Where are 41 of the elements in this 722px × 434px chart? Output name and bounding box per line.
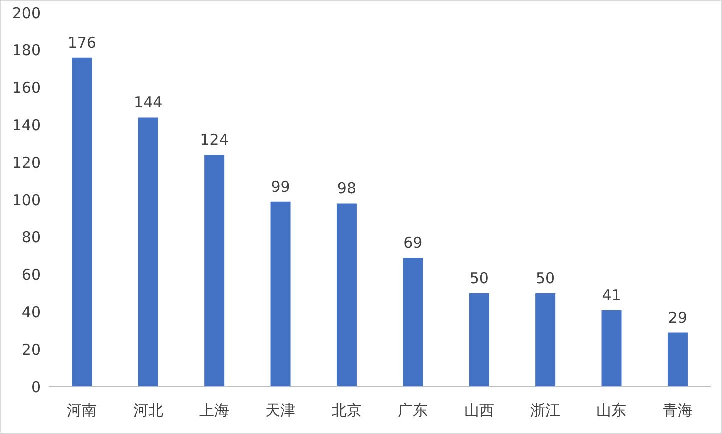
y-tick-label: 100 bbox=[12, 191, 41, 210]
x-tick-label: 青海 bbox=[662, 402, 693, 420]
y-tick-label: 0 bbox=[31, 378, 41, 396]
data-label: 69 bbox=[404, 234, 423, 252]
data-label: 176 bbox=[68, 34, 96, 52]
bar bbox=[536, 294, 556, 387]
y-tick-label: 60 bbox=[22, 266, 41, 284]
bar bbox=[204, 155, 225, 387]
y-tick-label: 40 bbox=[22, 304, 41, 322]
x-tick-label: 广东 bbox=[398, 402, 428, 420]
data-label: 50 bbox=[470, 270, 489, 288]
data-label: 98 bbox=[337, 180, 357, 198]
x-tick-label: 浙江 bbox=[530, 402, 560, 420]
y-tick-label: 140 bbox=[12, 116, 41, 135]
bar bbox=[668, 332, 688, 387]
x-tick-label: 北京 bbox=[332, 402, 362, 420]
data-label: 124 bbox=[200, 131, 229, 150]
y-tick-label: 80 bbox=[22, 228, 41, 247]
bar bbox=[336, 204, 357, 387]
data-label: 29 bbox=[668, 308, 688, 327]
bar bbox=[602, 310, 622, 387]
data-label: 99 bbox=[271, 178, 290, 196]
data-label: 41 bbox=[602, 286, 622, 304]
x-tick-label: 上海 bbox=[200, 402, 230, 420]
bar bbox=[72, 58, 92, 387]
y-tick-label: 200 bbox=[12, 4, 41, 22]
data-label: 50 bbox=[536, 270, 556, 288]
bar bbox=[270, 202, 291, 387]
bar bbox=[403, 258, 424, 387]
y-tick-label: 120 bbox=[12, 154, 41, 172]
bar bbox=[469, 294, 490, 387]
y-tick-label: 180 bbox=[12, 42, 41, 60]
x-tick-label: 山东 bbox=[596, 402, 627, 420]
data-label: 144 bbox=[134, 94, 163, 112]
x-tick-label: 天津 bbox=[266, 402, 296, 420]
bar bbox=[138, 118, 158, 387]
x-tick-label: 河北 bbox=[133, 402, 164, 420]
x-tick-label: 山西 bbox=[464, 402, 494, 420]
y-tick-label: 160 bbox=[12, 79, 41, 98]
x-tick-label: 河南 bbox=[67, 402, 98, 420]
y-tick-label: 20 bbox=[22, 340, 41, 359]
